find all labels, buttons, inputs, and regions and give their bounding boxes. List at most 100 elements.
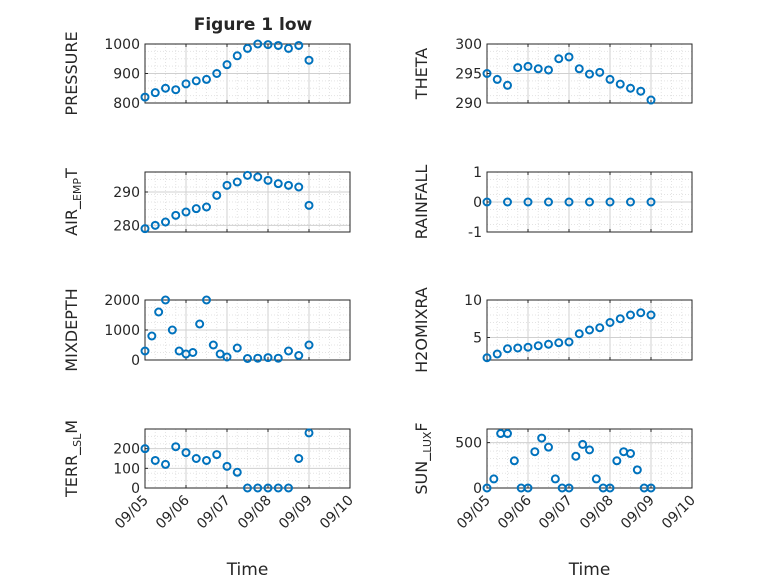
data-point [263,175,273,185]
data-point [181,207,191,217]
y-axis-label: RAINFALL [412,165,431,240]
data-point [304,340,314,350]
data-series [482,52,656,105]
data-series [140,428,314,493]
data-point [171,85,181,95]
data-point [509,456,519,466]
subplot-5: 0 1000 2000 MIXDEPTH [62,288,351,372]
data-point [537,433,547,443]
data-point [636,86,646,96]
data-point [585,445,594,455]
data-point [273,353,283,363]
y-axis-label: SUN_LUXF [412,422,434,494]
y-tick-label: 0 [131,481,140,497]
data-point [243,170,252,180]
data-point [222,60,232,70]
data-point [503,344,512,354]
data-point [646,95,656,105]
data-point [564,483,574,493]
data-point [243,483,252,493]
x-tick-label: 09/08 [235,493,275,533]
data-point [232,51,242,61]
data-point [253,483,263,493]
data-point [140,444,150,454]
data-point [202,455,211,465]
data-point [646,310,656,320]
data-point [273,40,283,50]
data-point [646,197,656,207]
data-point [605,318,615,327]
data-point [523,61,533,71]
subplot-8: 0 500 09/05 09/06 09/07 09/08 09/09 09/10 Time SU… [412,422,699,580]
data-point [626,197,635,207]
data-point [523,197,533,207]
data-point [533,341,543,351]
data-point [523,342,533,352]
data-point [222,352,232,362]
data-point [263,483,273,493]
grid [145,429,350,489]
subplot-7: 0 100 200 09/05 09/06 09/07 09/08 09/09 09/10 Tim… [62,420,357,580]
data-point [482,197,492,207]
data-point [544,339,553,349]
data-series [140,295,314,363]
data-point [523,483,533,493]
data-point [202,74,211,84]
data-point [161,459,170,469]
data-series [140,170,314,234]
data-point [263,353,273,363]
data-point [585,197,594,207]
figure-title: Figure 1 low [194,15,313,35]
x-axis-label: Time [226,560,269,580]
data-point [492,349,502,359]
data-point [482,483,492,493]
y-tick-label: -1 [468,225,482,241]
data-point [140,346,150,356]
y-tick-label: 10 [464,293,482,309]
x-tick-label: 09/06 [153,492,193,532]
data-point [161,83,170,93]
data-point [232,467,242,477]
y-tick-label: 1000 [104,37,140,53]
y-tick-label: 0 [473,481,482,497]
data-point [564,52,574,62]
data-point [232,343,242,353]
data-point [632,465,642,475]
data-point [191,454,201,463]
data-point [188,348,198,357]
data-point [294,40,304,50]
data-point [564,337,574,347]
y-axis-label: TERR_SLM [62,420,84,498]
data-point [574,329,584,339]
y-tick-label: 290 [113,185,140,201]
data-point [605,483,615,493]
y-tick-label: 0 [473,195,482,211]
data-point [171,442,181,452]
y-tick-label: 5 [473,331,482,347]
y-axis-label: MIXDEPTH [62,288,81,371]
data-point [304,55,314,65]
data-point [140,224,150,234]
y-tick-label: 295 [455,67,482,83]
x-tick-label: 09/09 [618,493,658,533]
data-point [615,314,625,324]
data-point [595,67,605,77]
data-point [212,190,222,200]
y-tick-label: 200 [113,442,140,458]
data-point [304,200,314,210]
data-point [612,456,622,466]
data-point [284,346,293,356]
data-point [167,325,177,335]
y-tick-label: 290 [455,96,482,112]
y-tick-label: 0 [131,353,140,369]
grid [487,171,692,233]
data-point [585,69,594,79]
y-tick-label: 2000 [104,293,140,309]
data-point [571,451,581,461]
data-point [147,331,157,341]
y-tick-label: 1 [473,165,482,181]
data-point [181,79,191,89]
data-point [503,197,512,207]
